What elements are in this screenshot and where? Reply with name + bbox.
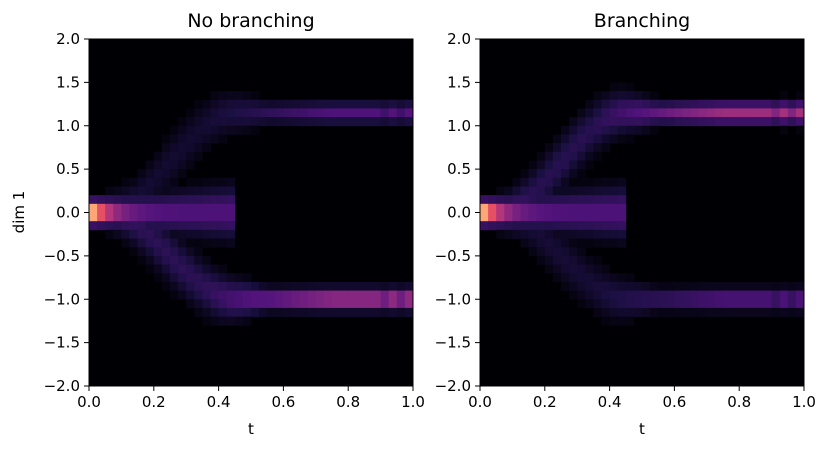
y-tick-label: 1.0 [447,117,471,135]
y-tick-label: 1.5 [447,73,471,91]
y-tick-label: −1.5 [44,334,80,352]
x-tick-label: 0.4 [207,393,231,411]
x-axis-label: t [248,420,254,438]
x-tick-label: 0.4 [598,393,622,411]
x-tick-label: 0.8 [336,393,360,411]
y-tick-label: 0.0 [56,204,80,222]
x-tick-label: 0.0 [77,393,101,411]
x-axis-label: t [639,420,645,438]
y-axis-label: dim 1 [10,191,28,234]
y-tick-label: 0.0 [447,204,471,222]
x-tick-label: 0.2 [142,393,166,411]
y-tick-label: 1.0 [56,117,80,135]
x-tick-label: 1.0 [401,393,425,411]
x-tick-label: 0.6 [271,393,295,411]
y-tick-label: 0.5 [447,160,471,178]
y-tick-label: −0.5 [435,247,471,265]
y-tick-label: 2.0 [447,30,471,48]
heatmap-cells [480,82,805,326]
y-tick-label: −1.0 [435,290,471,308]
y-tick-label: −0.5 [44,247,80,265]
x-tick-label: 0.2 [533,393,557,411]
y-tick-label: −2.0 [435,377,471,395]
panel-title: No branching [187,10,314,32]
y-tick-label: −1.0 [44,290,80,308]
x-tick-label: 0.8 [727,393,751,411]
y-tick-label: 2.0 [56,30,80,48]
panel-branching: Branching 0.0 0.2 0.4 0.6 0.8 1.0 −2.0 −1.5 −1.0 −… [435,10,816,438]
x-tick-label: 1.0 [792,393,816,411]
y-tick-label: 0.5 [56,160,80,178]
y-tick-label: 1.5 [56,73,80,91]
x-tick-label: 0.0 [468,393,492,411]
y-tick-label: −2.0 [44,377,80,395]
panel-title: Branching [594,10,690,32]
y-tick-label: −1.5 [435,334,471,352]
panel-no-branching: No branching 0.0 0.2 0.4 0.6 0.8 1.0 −2.0 −1.5 −1… [44,10,425,438]
heatmap-cells [89,91,414,326]
x-tick-label: 0.6 [662,393,686,411]
